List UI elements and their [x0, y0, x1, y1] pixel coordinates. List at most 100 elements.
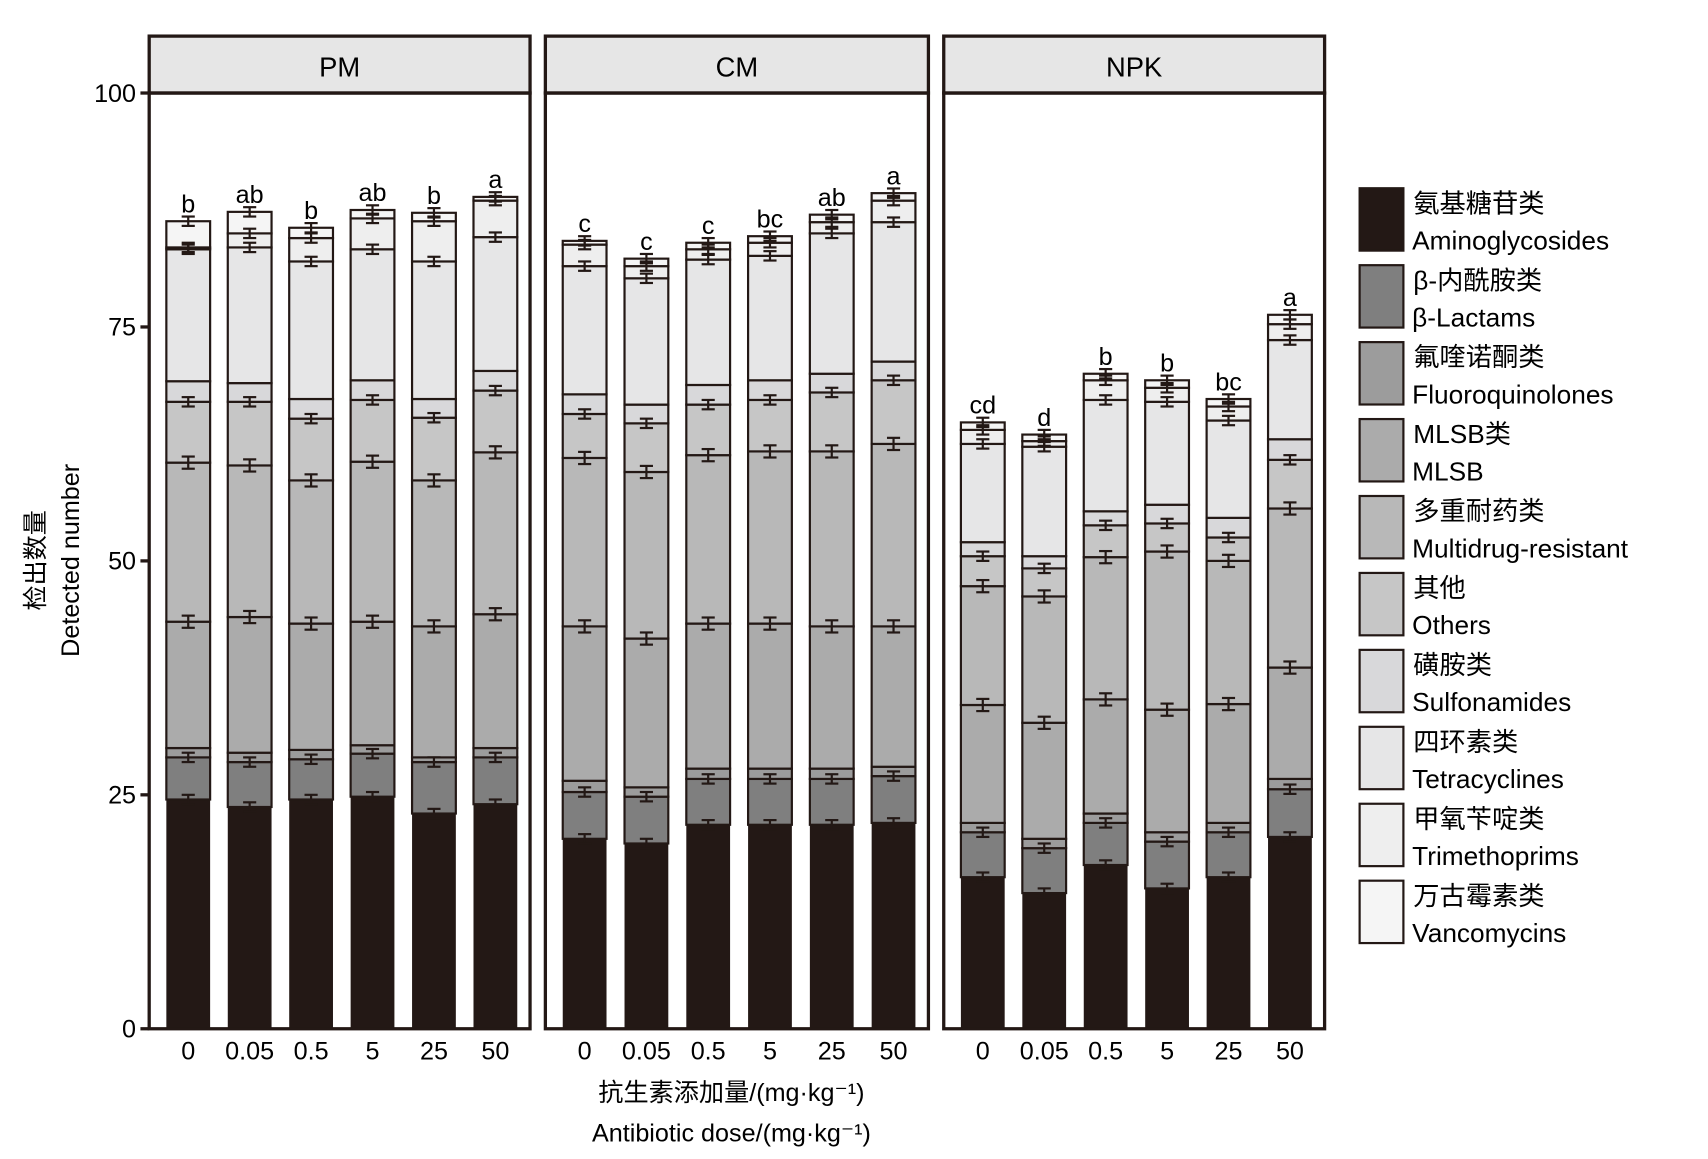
y-tick-label: 75	[108, 314, 136, 342]
x-tick-label: 0.5	[294, 1037, 329, 1065]
legend-label: MLSB	[1412, 456, 1483, 486]
bar-segment-aminoglycosides	[748, 824, 792, 1029]
legend-label: Others	[1412, 610, 1491, 640]
bar-segment-tetracyclines	[349, 248, 396, 382]
bar-segment-tetracyclines	[870, 221, 917, 363]
bar-segment-aminoglycosides	[227, 806, 272, 1029]
error-bar	[639, 417, 653, 430]
x-tick-label: 5	[763, 1037, 777, 1065]
error-bar	[304, 221, 318, 234]
legend-label: Trimethoprims	[1412, 841, 1579, 871]
bar-segment-mlsb	[1021, 721, 1068, 840]
error-bar	[1099, 394, 1113, 406]
bar-segment-mlsb	[349, 620, 396, 747]
error-bar	[639, 464, 653, 480]
x-tick-label: 0.5	[1088, 1037, 1123, 1065]
error-bar	[825, 444, 839, 459]
error-bar	[243, 609, 257, 625]
legend-item: 氨基糖苷类 Aminoglycosides	[1358, 187, 1609, 256]
bar-0.05: d 0.05	[1020, 404, 1069, 1066]
error-bar	[763, 250, 777, 262]
bar-segment-mlsb	[808, 625, 855, 770]
bar-segment--lactams	[959, 831, 1006, 879]
error-bar	[427, 473, 441, 488]
bar-0: b0	[165, 190, 212, 1065]
significance-letter: bc	[757, 205, 784, 233]
error-bar	[365, 243, 380, 256]
bar-segment--lactams	[165, 756, 212, 801]
error-bar	[181, 793, 195, 806]
bar-segment-tetracyclines	[561, 265, 608, 396]
legend-item: 多重耐药类 Multidrug-resistant	[1358, 494, 1629, 563]
bar-segment-multidrug-resistant	[746, 450, 793, 625]
panel-title: CM	[716, 52, 759, 83]
bar-50: a 50	[1266, 284, 1313, 1065]
legend-label-cn: 万古霉素类	[1413, 881, 1544, 911]
legend-swatch	[1358, 725, 1405, 791]
error-bar	[1099, 817, 1113, 829]
significance-letter: a	[887, 162, 901, 190]
error-bar	[578, 235, 592, 247]
bar-0.05: c 0.05	[622, 228, 671, 1066]
bar-segment-mlsb	[746, 622, 793, 770]
error-bar	[825, 619, 839, 634]
legend-swatch	[1358, 648, 1405, 714]
bar-segment-others	[165, 400, 212, 464]
error-bar	[886, 374, 901, 387]
error-bar	[1037, 562, 1051, 575]
x-tick-label: 25	[1215, 1037, 1243, 1065]
error-bar	[763, 394, 777, 406]
y-axis-label-cn: 检出数量	[22, 510, 50, 611]
bar-segment-mlsb	[623, 637, 670, 789]
error-bar	[1037, 589, 1051, 604]
bar-segment-multidrug-resistant	[623, 470, 670, 640]
bar-segment-multidrug-resistant	[226, 464, 273, 619]
bar-segment-mlsb	[1144, 708, 1191, 834]
bar-segment-multidrug-resistant	[410, 479, 457, 628]
y-axis-label: Detected number	[57, 464, 85, 657]
bar-segment-mlsb	[472, 613, 519, 750]
bar-segment-multidrug-resistant	[1205, 559, 1252, 706]
error-bar	[1037, 428, 1051, 441]
error-bar	[243, 206, 257, 218]
legend-swatch	[1358, 571, 1405, 637]
significance-letter: a	[488, 166, 502, 194]
error-bar	[976, 578, 990, 594]
legend-item: 磺胺类 Sulfonamides	[1358, 648, 1571, 717]
legend-label-cn: 多重耐药类	[1413, 496, 1544, 526]
bar-segment-multidrug-resistant	[808, 450, 855, 628]
bar-segment-tetracyclines	[226, 246, 273, 385]
significance-letter: ab	[818, 184, 846, 212]
error-bar	[1160, 882, 1174, 895]
error-bar	[243, 756, 257, 768]
error-bar	[365, 204, 380, 216]
bar-25: b 25	[410, 182, 457, 1065]
panel-strip	[543, 34, 931, 95]
bar-segment-multidrug-resistant	[561, 456, 608, 628]
legend-swatch	[1358, 494, 1405, 560]
bar-segment-aminoglycosides	[562, 838, 607, 1029]
bar-segment-tetracyclines	[1266, 338, 1313, 441]
error-bar	[488, 607, 502, 622]
error-bar	[488, 751, 502, 764]
bar-segment--lactams	[410, 760, 457, 815]
legend-label: β-Lactams	[1412, 302, 1535, 332]
bar-5: b5	[1144, 350, 1191, 1065]
panel-title: NPK	[1106, 52, 1162, 83]
error-bar	[1037, 887, 1051, 899]
x-tick-label: 0	[578, 1037, 592, 1065]
bar-segment-multidrug-resistant	[685, 454, 732, 625]
bar-0: cd 0	[959, 392, 1006, 1065]
error-bar	[701, 616, 715, 631]
error-bar	[1221, 696, 1236, 712]
y-tick-label: 0	[122, 1016, 136, 1044]
error-bar	[488, 445, 502, 460]
bar-5: bc 5	[746, 205, 793, 1065]
error-bar	[701, 398, 715, 411]
x-tick-label: 0.05	[1020, 1037, 1069, 1065]
legend-swatch	[1358, 802, 1405, 868]
bar-segment-multidrug-resistant	[1144, 550, 1191, 711]
bar-segment-multidrug-resistant	[959, 585, 1006, 707]
x-tick-label: 25	[420, 1037, 448, 1065]
